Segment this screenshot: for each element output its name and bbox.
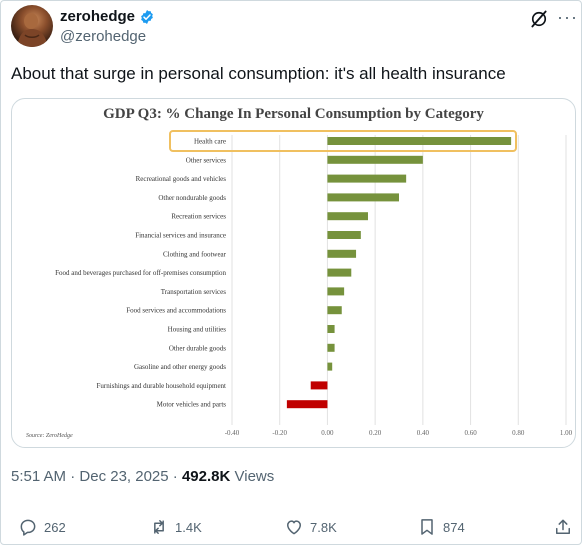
bar xyxy=(327,268,352,277)
bar xyxy=(310,381,328,390)
repost-icon xyxy=(154,520,164,534)
display-name[interactable]: zerohedge xyxy=(60,8,136,25)
repost-button[interactable]: 1.4K xyxy=(149,515,202,539)
reply-icon xyxy=(20,519,36,536)
category-label: Motor vehicles and parts xyxy=(157,401,227,409)
bar-chart: GDP Q3: % Change In Personal Consumption… xyxy=(26,106,573,439)
avatar[interactable] xyxy=(11,5,53,47)
like-button[interactable]: 7.8K xyxy=(284,515,337,539)
bar xyxy=(327,212,368,221)
x-tick-label: 0.00 xyxy=(321,429,334,437)
more-icon[interactable]: ··· xyxy=(557,7,578,27)
category-label: Other services xyxy=(186,156,227,164)
highlight-box xyxy=(169,130,517,152)
meta-separator: · xyxy=(172,468,182,485)
x-tick-label: 0.20 xyxy=(369,429,382,437)
x-tick-label: 0.80 xyxy=(512,429,525,437)
category-label: Other nondurable goods xyxy=(158,194,226,202)
bar xyxy=(327,193,399,202)
category-label: Housing and utilities xyxy=(168,326,227,334)
share-button[interactable] xyxy=(553,515,579,539)
category-label: Food services and accommodations xyxy=(126,307,226,315)
category-label: Financial services and insurance xyxy=(135,232,226,240)
bar xyxy=(327,362,333,371)
x-tick-label: 0.60 xyxy=(464,429,477,437)
grok-icon[interactable] xyxy=(529,9,549,29)
x-tick-label: -0.40 xyxy=(225,429,240,437)
category-label: Gasoline and other energy goods xyxy=(134,363,226,371)
views-count: 492.8K xyxy=(181,468,231,485)
repost-count: 1.4K xyxy=(175,519,202,535)
like-count: 7.8K xyxy=(310,519,337,535)
category-label: Other durable goods xyxy=(169,344,226,352)
bar xyxy=(327,231,361,239)
handle[interactable]: @zerohedge xyxy=(60,28,147,45)
category-label: Recreational goods and vehicles xyxy=(136,175,227,183)
verified-badge-icon xyxy=(141,10,153,24)
category-label: Recreation services xyxy=(171,213,226,221)
category-label: Health care xyxy=(194,138,226,146)
category-label: Transportation services xyxy=(161,288,227,296)
bar xyxy=(286,400,328,409)
x-tick-label: 0.40 xyxy=(417,429,430,437)
chart-source: Source: ZeroHedge xyxy=(26,433,73,439)
x-tick-label: 1.00 xyxy=(560,429,573,437)
bar xyxy=(327,325,335,333)
post-text: About that surge in personal consumption… xyxy=(11,64,506,83)
bookmark-button[interactable]: 874 xyxy=(417,515,465,539)
bar xyxy=(327,249,357,258)
bar xyxy=(327,306,342,315)
chart-title: GDP Q3: % Change In Personal Consumption… xyxy=(103,106,484,122)
bar xyxy=(327,155,423,164)
bookmark-icon xyxy=(421,519,433,535)
x-tick-label: -0.20 xyxy=(272,429,287,437)
like-icon xyxy=(287,520,301,535)
meta-separator: · xyxy=(70,468,80,485)
bar xyxy=(327,287,345,296)
avatar-image xyxy=(17,13,48,47)
bookmark-count: 874 xyxy=(443,519,465,535)
post-time[interactable]: 5:51 AM xyxy=(11,468,67,485)
reply-button[interactable]: 262 xyxy=(18,515,66,539)
bar xyxy=(327,137,512,145)
reply-count: 262 xyxy=(44,519,66,535)
post-date[interactable]: Dec 23, 2025 xyxy=(79,468,169,485)
views-label: Views xyxy=(234,468,275,485)
post-meta: 5:51 AM · Dec 23, 2025 · 492.8K Views xyxy=(11,468,274,485)
category-label: Furnishings and durable household equipm… xyxy=(97,382,227,390)
category-label: Food and beverages purchased for off-pre… xyxy=(55,269,226,277)
bar xyxy=(327,174,407,183)
share-icon xyxy=(556,519,570,534)
category-label: Clothing and footwear xyxy=(163,250,227,258)
action-bar: 262 1.4K 7.8K 874 xyxy=(1,515,584,539)
bar xyxy=(327,343,335,352)
post-image[interactable]: GDP Q3: % Change In Personal Consumption… xyxy=(11,98,576,448)
